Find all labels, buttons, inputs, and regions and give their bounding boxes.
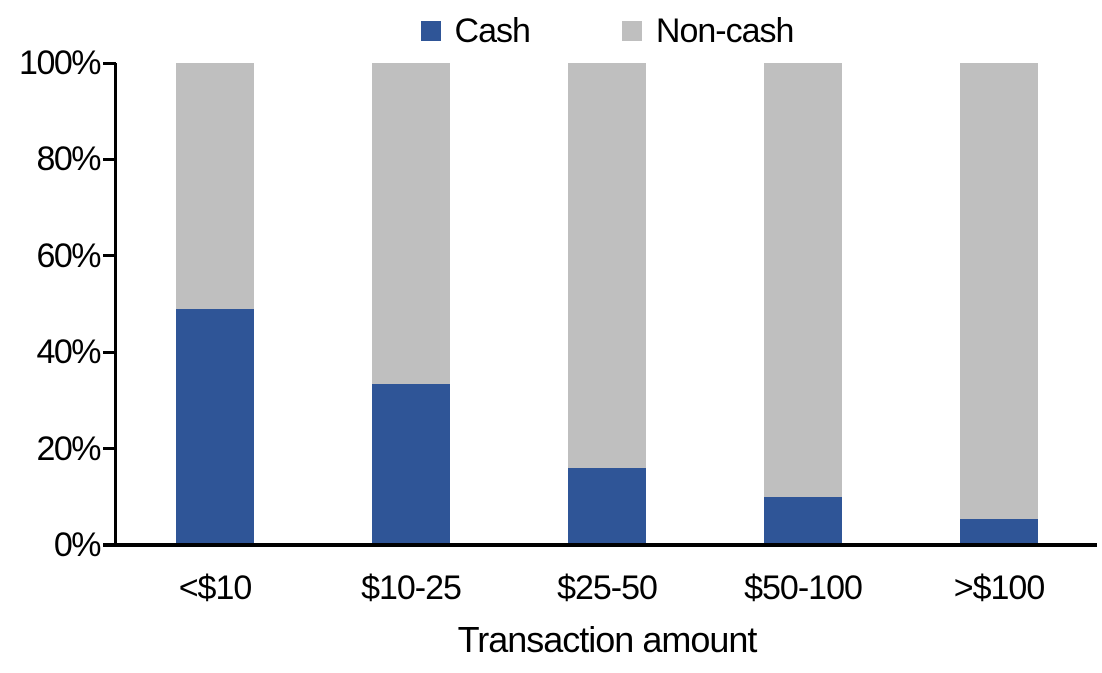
category-slot-2 [509, 63, 705, 545]
legend-swatch-non-cash-icon [621, 21, 642, 41]
y-tick-label-60: 60% [36, 236, 101, 275]
y-tick-label-100: 100% [19, 44, 101, 82]
legend-item-non-cash: Non-cash [621, 12, 795, 50]
y-tick-mark [103, 254, 116, 258]
y-axis-line [114, 63, 117, 547]
x-axis-title: Transaction amount [457, 619, 758, 660]
legend-label-non-cash: Non-cash [655, 12, 795, 50]
x-axis-line [103, 543, 1097, 547]
bar-segment-cash-25-50 [568, 467, 646, 545]
y-tick-mark [103, 350, 116, 354]
bar-segment-non-cash-25-50 [568, 63, 646, 468]
category-slot-4 [901, 63, 1097, 545]
legend-item-cash: Cash [420, 12, 531, 50]
x-category-label-25-50: $25-50 [557, 569, 658, 607]
category-slot-0 [117, 63, 313, 545]
x-category-label-10-25: $10-25 [361, 569, 462, 607]
legend-label-cash: Cash [454, 12, 531, 50]
bar-10 [176, 63, 254, 545]
y-tick-mark [103, 61, 116, 65]
bar-segment-cash-10-25 [372, 383, 450, 545]
bar-segment-non-cash-10-25 [372, 63, 450, 384]
legend: Cash Non-cash [117, 8, 1097, 54]
x-category-label-10: <$10 [178, 569, 253, 607]
bar-segment-non-cash-10 [176, 63, 254, 309]
bar-25-50 [568, 63, 646, 545]
category-slot-3 [705, 63, 901, 545]
y-tick-label-40: 40% [36, 333, 101, 372]
x-category-label-100: >$100 [953, 569, 1046, 607]
plot-area [117, 63, 1097, 545]
y-axis-tick-labels: 0% 20% 40% 60% 80% 100% [0, 0, 102, 673]
bar-segment-non-cash-100 [960, 63, 1038, 519]
bar-50-100 [764, 63, 842, 545]
y-tick-label-20: 20% [36, 429, 101, 468]
bar-segment-cash-50-100 [764, 496, 842, 545]
bar-segment-non-cash-50-100 [764, 63, 842, 497]
legend-swatch-cash-icon [420, 21, 441, 41]
y-tick-label-80: 80% [36, 140, 101, 179]
bar-segment-cash-100 [960, 518, 1038, 545]
category-slot-1 [313, 63, 509, 545]
bar-100 [960, 63, 1038, 545]
x-category-label-50-100: $50-100 [744, 569, 863, 607]
y-tick-label-0: 0% [53, 526, 102, 564]
y-tick-mark [103, 157, 116, 161]
y-tick-mark [103, 447, 116, 451]
bar-segment-cash-10 [176, 308, 254, 545]
bar-10-25 [372, 63, 450, 545]
x-axis-category-labels: <$10 $10-25 $25-50 $50-100 >$100 [117, 568, 1097, 608]
